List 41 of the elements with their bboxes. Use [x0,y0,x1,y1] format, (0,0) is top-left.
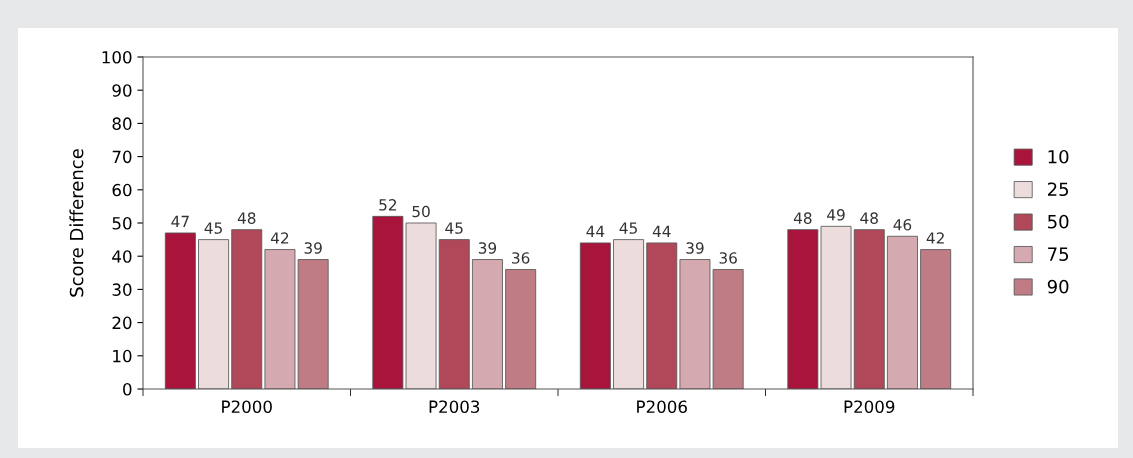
x-tick-label: P2006 [637,400,687,414]
data-label: 48 [237,212,256,224]
x-tick-label: P2003 [429,400,480,414]
x-tick-label: P2000 [222,400,272,414]
y-tick-label: 70 [112,150,132,164]
y-tick-label: 30 [112,283,132,296]
data-label: 48 [793,212,812,224]
legend-label: 75 [1048,247,1069,261]
y-tick-label: 100 [102,50,132,64]
data-label: 39 [686,242,704,254]
data-label: 42 [270,232,289,244]
data-label: 52 [379,199,397,211]
data-label: 44 [586,225,605,237]
legend-label: 25 [1047,182,1069,197]
legend-label: 50 [1048,214,1069,229]
y-tick-label: 0 [123,382,132,396]
data-label: 42 [926,232,944,244]
data-label: 45 [204,222,222,234]
data-label: 49 [827,209,845,221]
data-label: 45 [445,222,463,234]
data-label: 36 [512,252,530,264]
y-tick-label: 90 [112,84,132,97]
y-tick-label: 20 [112,316,132,330]
y-tick-label: 60 [112,183,132,197]
data-label: 47 [171,215,189,227]
y-tick-label: 80 [112,117,132,130]
data-label: 48 [860,212,878,224]
y-tick-label: 10 [113,349,132,363]
legend-label: 90 [1047,279,1069,294]
x-tick-label: P2009 [844,400,895,414]
legend-label: 10 [1048,149,1069,164]
data-label: 44 [652,225,671,237]
data-label: 39 [304,242,322,254]
data-label: 46 [893,218,912,231]
data-label: 45 [619,222,637,234]
data-label: 50 [412,205,430,218]
data-label: 36 [719,252,737,264]
y-tick-label: 40 [112,250,132,263]
y-tick-label: 50 [112,216,132,230]
y-axis-title: Score Difference [69,149,84,297]
data-label: 39 [478,242,497,254]
